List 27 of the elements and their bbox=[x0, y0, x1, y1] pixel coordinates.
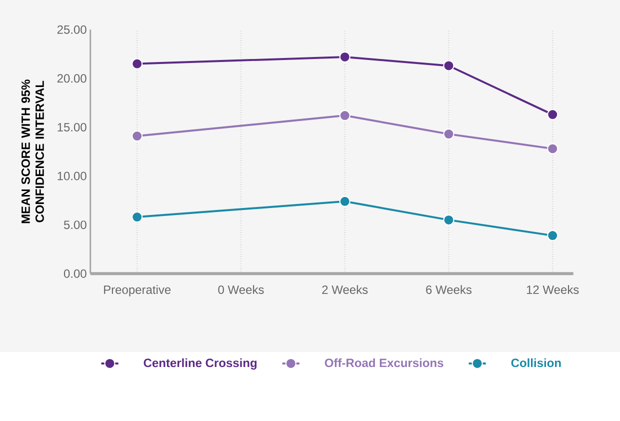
y-tick-label: 10.00 bbox=[58, 172, 86, 180]
x-tick-label: 0 Weeks bbox=[218, 285, 264, 294]
point bbox=[443, 128, 454, 140]
point bbox=[132, 130, 143, 142]
y-tick-label: 5.00 bbox=[64, 220, 86, 230]
legend-label: Collision bbox=[511, 358, 561, 368]
point bbox=[339, 110, 350, 122]
point bbox=[547, 143, 558, 154]
y-axis-title: MEAN SCORE WITH 95% CONFIDENCE INTERVAL bbox=[21, 80, 44, 224]
x-tick-label: Preoperative bbox=[104, 285, 171, 296]
point bbox=[443, 60, 454, 72]
point bbox=[132, 58, 143, 70]
point bbox=[547, 230, 558, 242]
legend-label: Centerline Crossing bbox=[144, 358, 257, 370]
point bbox=[132, 212, 143, 223]
y-tick-label: 25.00 bbox=[57, 25, 86, 34]
x-tick-label: 6 Weeks bbox=[426, 285, 472, 294]
y-tick-label: 20.00 bbox=[57, 74, 86, 83]
point bbox=[443, 214, 454, 226]
x-tick-label: 2 Weeks bbox=[322, 285, 368, 294]
y-tick-label: 15.00 bbox=[58, 122, 86, 132]
point bbox=[339, 51, 350, 62]
point bbox=[339, 196, 350, 207]
x-tick-label: 12 Weeks bbox=[526, 285, 579, 294]
point bbox=[547, 109, 558, 120]
legend-label: Off-Road Excursions bbox=[324, 358, 444, 368]
y-tick-label: 0.00 bbox=[64, 269, 86, 278]
